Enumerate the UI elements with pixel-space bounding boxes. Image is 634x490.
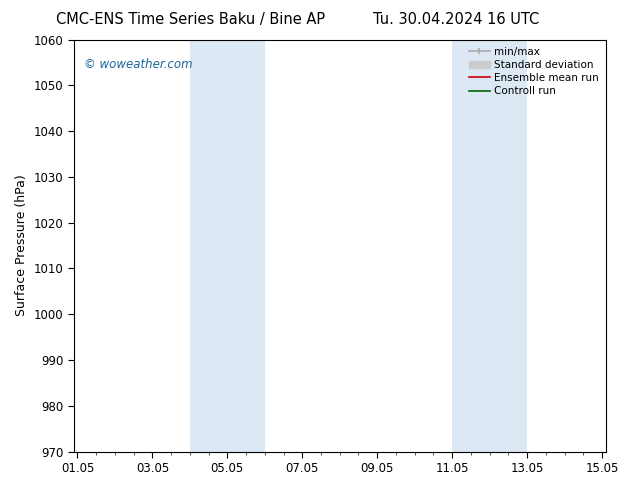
Legend: min/max, Standard deviation, Ensemble mean run, Controll run: min/max, Standard deviation, Ensemble me… [467, 45, 600, 98]
Bar [452, 40, 527, 452]
Text: CMC-ENS Time Series Baku / Bine AP: CMC-ENS Time Series Baku / Bine AP [56, 12, 325, 27]
Text: © woweather.com: © woweather.com [84, 58, 193, 71]
Y-axis label: Surface Pressure (hPa): Surface Pressure (hPa) [15, 175, 28, 317]
Text: Tu. 30.04.2024 16 UTC: Tu. 30.04.2024 16 UTC [373, 12, 540, 27]
Bar [190, 40, 265, 452]
